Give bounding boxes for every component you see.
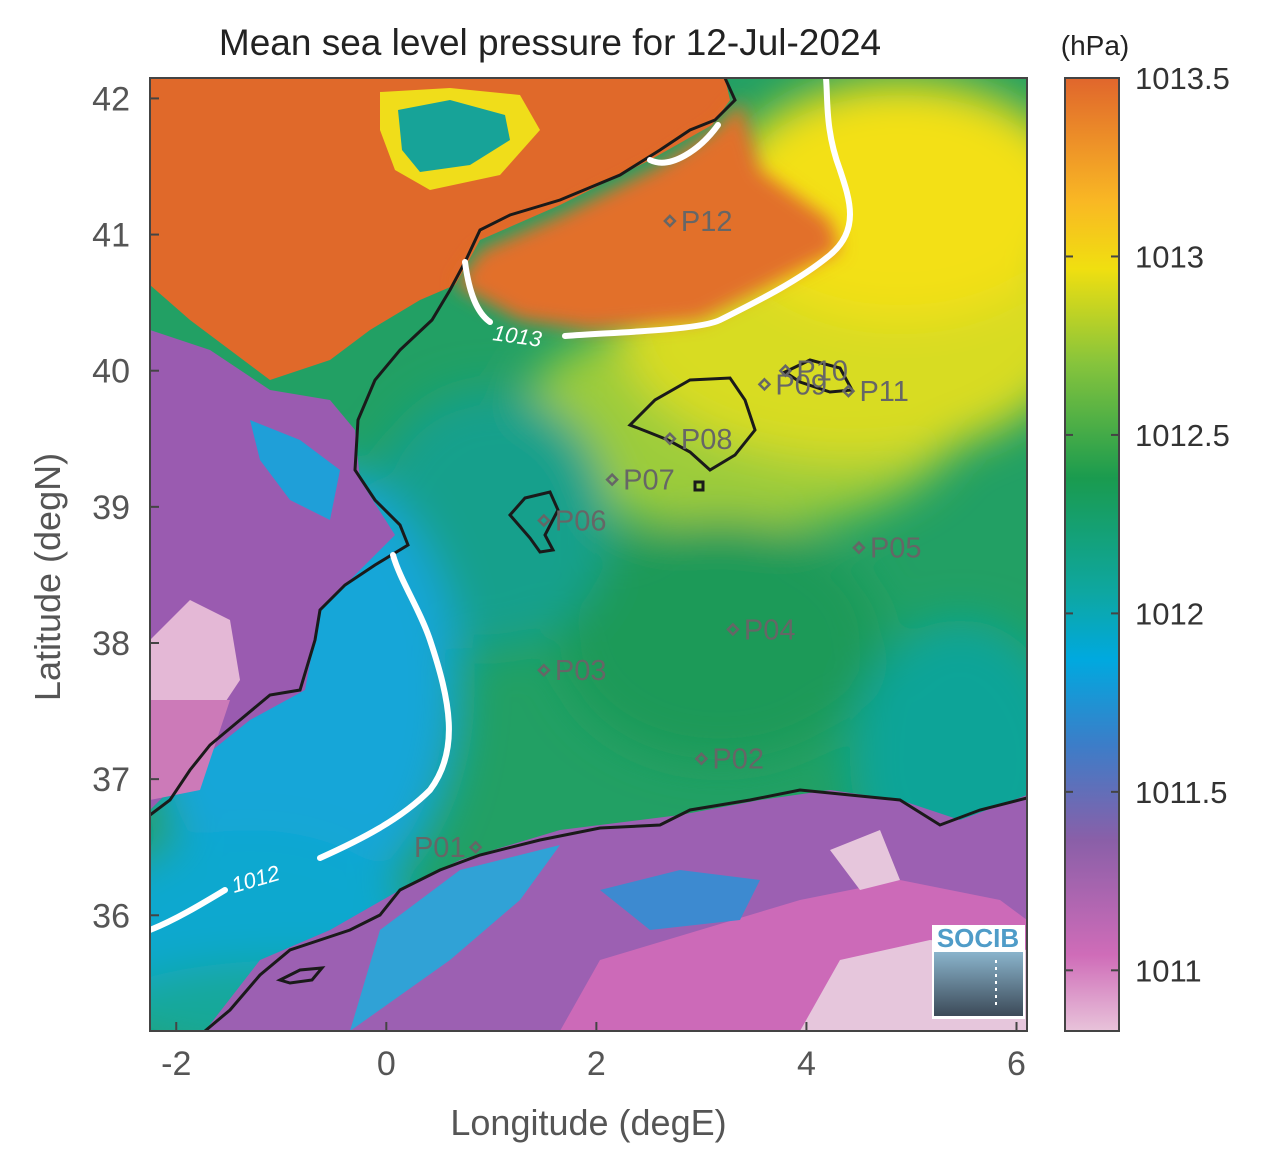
- contour-1013: [462, 78, 853, 339]
- colorbar-ticks: 1013.5 1013 1012.5 1012 1011.5 1011: [1065, 61, 1230, 988]
- station-marker: [852, 540, 866, 555]
- x-tick-label: -2: [161, 1045, 191, 1083]
- socib-logo: SOCIB: [932, 923, 1025, 1019]
- station-marker: [537, 663, 551, 677]
- station-label: P01: [414, 832, 466, 864]
- station-marker: [663, 432, 677, 446]
- station-marker: [605, 472, 619, 487]
- colorbar-tick-label: 1011: [1135, 953, 1202, 988]
- station-label: P10: [796, 356, 848, 388]
- station-marker: [841, 384, 856, 398]
- map-title: Mean sea level pressure for 12-Jul-2024: [218, 22, 882, 63]
- x-tick-label: 4: [797, 1045, 816, 1083]
- colorbar-tick-label: 1013.5: [1135, 61, 1230, 96]
- y-tick-label: 38: [92, 625, 130, 663]
- coastline-africa: [204, 788, 1027, 1031]
- station-marker: [778, 363, 793, 378]
- colorbar-gradient: [1064, 77, 1120, 1032]
- x-axis-label: Longitude (degE): [450, 1102, 727, 1143]
- y-tick-label: 39: [92, 489, 130, 527]
- station-marker: [537, 513, 551, 528]
- x-axis-ticks: -2 0 2 4 6: [161, 1022, 1026, 1083]
- contour-1012: [150, 552, 452, 933]
- station-label: P02: [712, 744, 764, 776]
- station-marker: [468, 840, 483, 854]
- station-label: P07: [623, 465, 675, 497]
- y-tick-label: 40: [92, 353, 130, 391]
- coastline-ibiza: [508, 490, 560, 554]
- colorbar-tick-label: 1011.5: [1135, 775, 1228, 810]
- coastline-iberia: [150, 78, 737, 817]
- station-label: P06: [555, 505, 607, 537]
- colorbar-tick-label: 1012.5: [1135, 418, 1230, 453]
- y-axis-ticks: 42 41 40 39 38 37 36: [92, 80, 159, 935]
- logo-text: SOCIB: [937, 923, 1019, 953]
- contour-labels: 1013 1012: [228, 320, 544, 898]
- station-label: P05: [870, 533, 922, 565]
- station-marker: [726, 622, 740, 637]
- x-tick-label: 6: [1007, 1045, 1026, 1083]
- coastline-cabrera: [693, 480, 705, 492]
- pressure-field: [150, 78, 1027, 1031]
- y-tick-label: 42: [92, 80, 130, 118]
- x-tick-label: 0: [377, 1045, 396, 1083]
- station-marker: [757, 377, 772, 392]
- station-label: P12: [681, 206, 733, 238]
- plot-frame: [149, 77, 1028, 1032]
- station-label: P04: [744, 614, 796, 646]
- colorbar-tick-label: 1012: [1135, 596, 1204, 631]
- contours: [150, 78, 853, 933]
- y-tick-label: 37: [92, 761, 130, 799]
- station-marker: [694, 751, 709, 766]
- colorbar-tick-label: 1013: [1135, 239, 1204, 274]
- colorbar-unit: (hPa): [1060, 30, 1130, 61]
- station-label: P08: [681, 424, 733, 456]
- station-marker: [663, 214, 677, 228]
- colorbar: 1013.5 1013 1012.5 1012 1011.5 1011: [1064, 61, 1230, 1032]
- station-label: P11: [859, 376, 908, 408]
- y-tick-label: 41: [92, 217, 130, 255]
- station-label: P03: [555, 655, 607, 687]
- y-tick-label: 36: [92, 897, 130, 935]
- x-tick-label: 2: [587, 1045, 606, 1083]
- coastline-alboran: [275, 966, 326, 985]
